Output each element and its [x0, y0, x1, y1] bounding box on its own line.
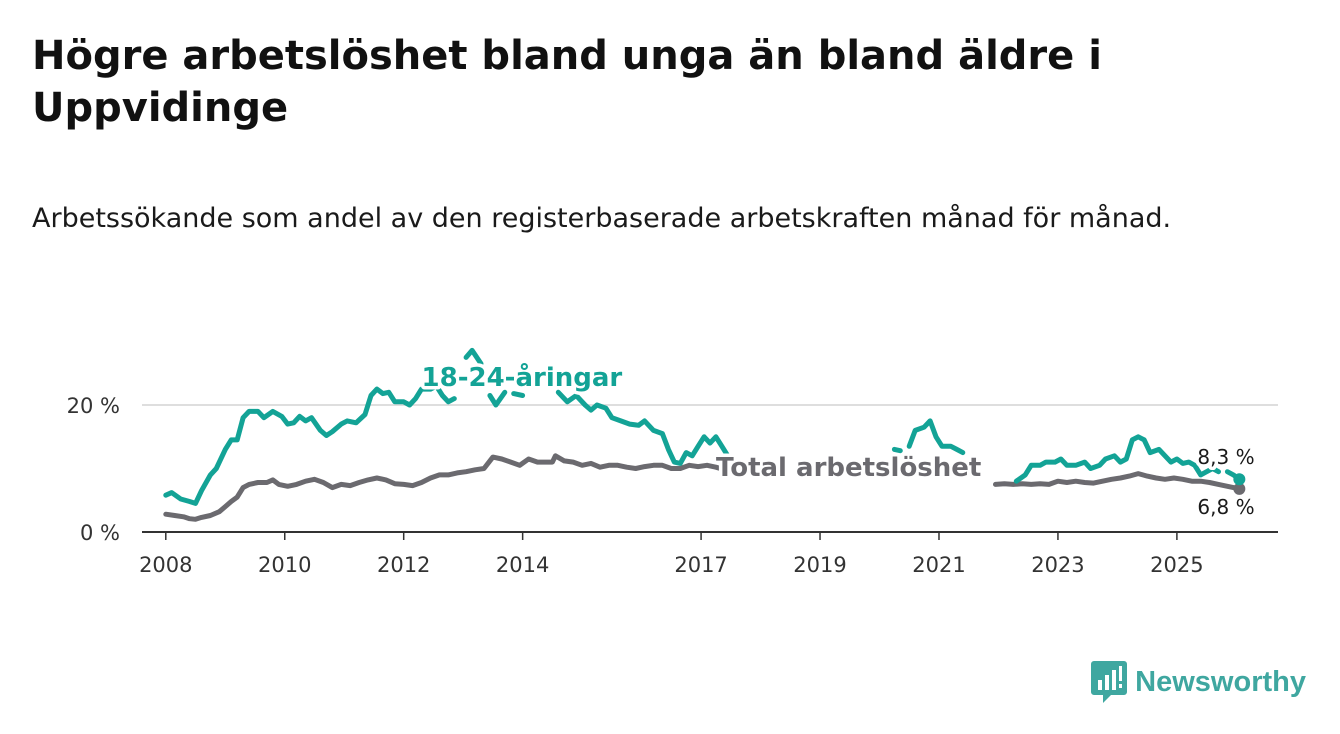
end-label-youth-halo: 8,3 %: [1197, 445, 1254, 469]
series-line: [891, 446, 903, 454]
end-label-total-halo: 6,8 %: [1197, 495, 1254, 519]
chart-subtitle: Arbetssökande som andel av den registerb…: [32, 203, 1172, 234]
x-tick-label: 2017: [674, 553, 727, 577]
series-line: [555, 389, 749, 468]
y-tick-label: 20 %: [67, 394, 120, 418]
chart-title: Högre arbetslöshet bland unga än bland ä…: [32, 33, 1102, 131]
series-line: [463, 347, 484, 367]
series-end-marker: [1233, 482, 1246, 495]
brand-name: Newsworthy: [1135, 665, 1306, 698]
x-axis-ticks: 2008 2010 2012 2014 2017 2019 2021 2023 2025: [139, 532, 1204, 577]
series-line: [163, 383, 457, 506]
series-label-total-halo: Total arbetslöshet: [716, 453, 981, 483]
x-tick-label: 2019: [793, 553, 846, 577]
series-line: [163, 453, 746, 522]
series-line: [906, 418, 966, 456]
series-line: [993, 471, 1242, 492]
x-tick-label: 2010: [258, 553, 311, 577]
x-tick-label: 2008: [139, 553, 192, 577]
y-tick-label: 0 %: [80, 521, 120, 545]
x-tick-label: 2023: [1031, 553, 1084, 577]
x-tick-label: 2014: [496, 553, 549, 577]
end-label-total-text: 6,8 %: [1197, 495, 1254, 519]
series-label-youth-text: 18-24-åringar: [422, 361, 623, 393]
series-end-marker: [1233, 473, 1246, 486]
x-tick-label: 2012: [377, 553, 430, 577]
newsworthy-logo-icon: [1091, 661, 1128, 703]
series-line: [487, 389, 508, 408]
y-axis-ticks: 0 % 20 %: [67, 394, 120, 545]
series-lines: [163, 347, 1246, 522]
series-label-total-text: Total arbetslöshet: [716, 453, 981, 483]
end-label-youth-text: 8,3 %: [1197, 445, 1254, 469]
brand-logo: Newsworthy: [1091, 660, 1306, 704]
x-tick-label: 2025: [1150, 553, 1203, 577]
series-line: [1013, 434, 1221, 484]
series-label-youth-halo: 18-24-åringar: [422, 361, 623, 393]
end-label-total: 6,8 %6,8 %: [1194, 492, 1258, 523]
series-line: [511, 391, 526, 398]
end-label-youth: 8,3 %8,3 %: [1194, 442, 1258, 473]
x-tick-label: 2021: [912, 553, 965, 577]
